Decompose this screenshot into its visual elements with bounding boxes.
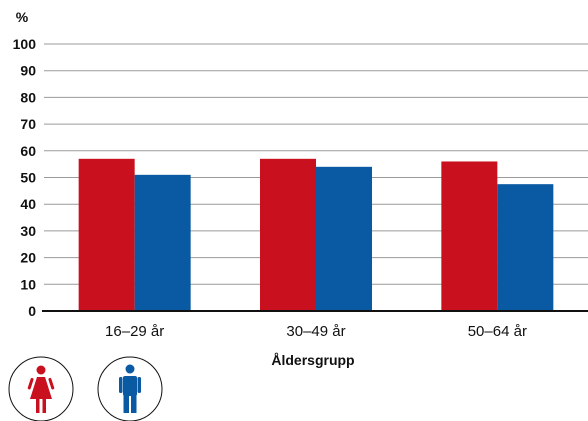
y-tick-label: 30 [20, 223, 36, 239]
y-tick-labels: 0 10 20 30 40 50 60 70 80 90 100 [13, 36, 37, 319]
y-tick-label: 60 [20, 143, 36, 159]
y-tick-label: 10 [20, 276, 36, 292]
y-tick-label: 40 [20, 196, 36, 212]
category-label: 16–29 år [105, 323, 164, 340]
y-tick-label: 50 [20, 170, 36, 186]
bar [78, 158, 135, 311]
bar [497, 184, 554, 311]
legend-circle [8, 356, 74, 421]
male-legend [97, 356, 163, 421]
bar [441, 161, 498, 311]
bar [316, 166, 372, 311]
category-label: 30–49 år [286, 323, 345, 340]
x-axis-title: Åldersgrupp [271, 352, 354, 368]
female-legend [8, 356, 74, 421]
y-tick-label: 80 [20, 89, 36, 105]
y-tick-label: 90 [20, 63, 36, 79]
y-tick-label: 100 [13, 36, 37, 52]
category-label: 50–64 år [468, 323, 527, 340]
bars [78, 158, 554, 311]
y-unit-label: % [16, 9, 29, 25]
y-tick-label: 20 [20, 250, 36, 266]
bar [260, 158, 316, 311]
male-figure-icon [119, 364, 141, 413]
category-labels: 16–29 år 30–49 år 50–64 år [105, 323, 527, 340]
y-tick-label: 0 [28, 303, 36, 319]
legend-circle [97, 356, 163, 421]
bar [134, 174, 191, 311]
female-figure-icon [27, 365, 55, 413]
y-tick-label: 70 [20, 116, 36, 132]
